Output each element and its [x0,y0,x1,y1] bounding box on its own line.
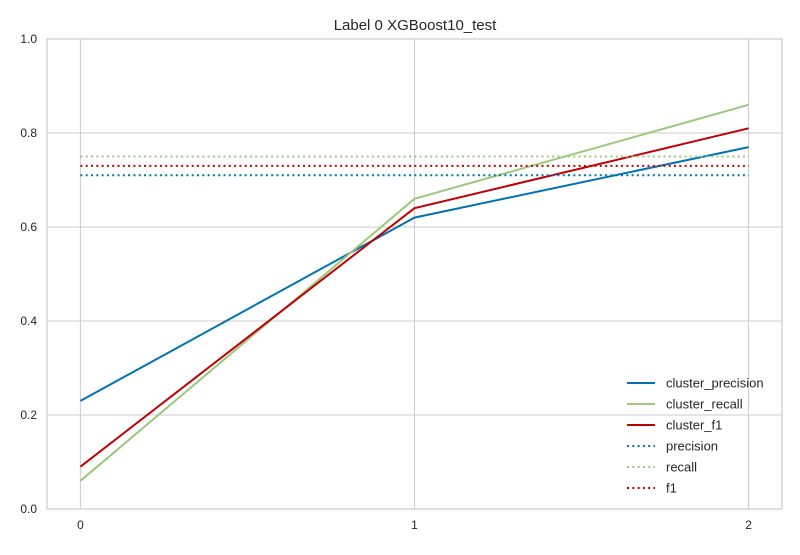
legend-label-cluster-recall: cluster_recall [666,397,743,412]
x-tick-label: 0 [77,518,84,532]
y-tick-label: 0.4 [20,314,37,328]
chart-title: Label 0 XGBoost10_test [334,17,497,34]
y-tick-label: 0.8 [20,126,37,140]
legend-label-f1: f1 [666,481,677,496]
x-tick-label: 1 [411,518,418,532]
tick-labels: 0.0 0.2 0.4 0.6 0.8 1.0 0 1 2 [20,32,752,532]
legend-label-cluster-precision: cluster_precision [666,376,764,391]
y-tick-label: 1.0 [20,32,37,46]
series-lines [79,103,749,482]
legend: cluster_precision cluster_recall cluster_f… [627,376,764,496]
plot-frame [46,38,783,510]
legend-label-cluster-f1: cluster_f1 [666,418,722,433]
legend-label-recall: recall [666,460,697,475]
y-tick-label: 0.6 [20,220,37,234]
y-tick-label: 0.0 [20,502,37,516]
series-line-cluster-recall [79,103,749,482]
legend-label-precision: precision [666,439,718,454]
x-tick-label: 2 [745,518,752,532]
series-line-cluster-precision [79,146,749,402]
series-line-cluster-f1 [79,127,749,468]
y-tick-label: 0.2 [20,408,37,422]
axes-frame [46,38,783,510]
